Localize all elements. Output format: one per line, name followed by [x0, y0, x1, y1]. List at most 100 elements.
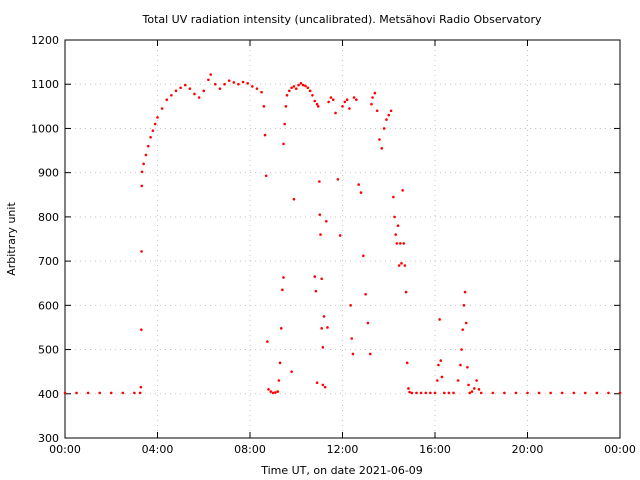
x-tick-label: 12:00	[327, 443, 359, 456]
data-point	[503, 391, 506, 395]
data-point	[315, 381, 319, 385]
data-point	[313, 275, 317, 278]
data-point	[282, 142, 285, 146]
x-tick-label: 16:00	[419, 443, 451, 456]
data-point	[207, 78, 210, 82]
data-point	[537, 391, 541, 395]
y-tick-label: 1100	[31, 78, 59, 91]
data-point	[278, 361, 282, 365]
data-point	[370, 102, 373, 106]
data-point	[227, 79, 231, 82]
data-point	[464, 321, 468, 325]
data-point	[456, 379, 460, 382]
data-point	[319, 233, 322, 236]
data-point	[174, 89, 178, 93]
data-point	[460, 348, 463, 351]
data-point	[139, 385, 143, 389]
data-point	[316, 105, 320, 108]
data-point	[140, 328, 143, 331]
data-point	[473, 387, 476, 390]
data-points	[63, 73, 622, 395]
data-point	[146, 144, 150, 148]
data-point	[491, 391, 495, 395]
data-point	[463, 290, 467, 294]
data-point	[318, 213, 322, 216]
data-point	[357, 183, 360, 186]
data-point	[400, 262, 403, 265]
data-point	[160, 107, 164, 110]
data-point	[86, 391, 90, 395]
data-point	[271, 391, 275, 395]
data-point	[325, 220, 328, 223]
data-point	[138, 391, 142, 395]
data-point	[468, 391, 471, 395]
x-tick-label: 00:00	[604, 443, 636, 456]
data-point	[424, 391, 428, 395]
data-point	[315, 102, 319, 106]
data-point	[338, 234, 342, 237]
data-point	[251, 85, 254, 88]
data-point	[318, 180, 321, 183]
data-point	[285, 93, 289, 97]
data-point	[274, 391, 277, 394]
data-point	[442, 391, 446, 395]
data-point	[403, 264, 407, 267]
data-point	[436, 379, 439, 382]
data-point	[438, 318, 441, 321]
data-point	[419, 391, 423, 395]
y-tick-label: 500	[38, 344, 59, 357]
data-point	[402, 242, 406, 245]
data-point	[362, 254, 365, 258]
data-point	[395, 242, 399, 245]
data-point	[63, 391, 67, 395]
data-point	[140, 250, 143, 253]
data-point	[387, 113, 391, 117]
data-point	[378, 138, 381, 141]
y-tick-label: 900	[38, 167, 59, 180]
data-point	[459, 363, 462, 367]
data-point	[214, 82, 217, 86]
data-point	[433, 391, 437, 395]
data-point	[407, 387, 410, 390]
data-point	[202, 89, 206, 93]
data-point	[314, 289, 318, 293]
data-point	[618, 391, 622, 395]
data-point	[183, 83, 187, 87]
data-point	[404, 290, 408, 294]
grid	[65, 40, 620, 438]
data-point	[263, 133, 267, 137]
data-point	[355, 98, 358, 101]
data-point	[584, 391, 587, 395]
data-point	[156, 116, 159, 119]
data-point	[301, 83, 305, 87]
data-point	[260, 90, 263, 94]
data-point	[336, 178, 340, 181]
data-point	[331, 98, 335, 101]
data-point	[373, 91, 377, 95]
data-point	[218, 87, 222, 90]
data-point	[439, 359, 443, 362]
data-point	[282, 276, 285, 279]
y-tick-label: 300	[38, 432, 59, 445]
data-point	[170, 93, 173, 97]
data-point	[193, 92, 196, 96]
axis-ticks: 00:00 04:00 08:00 12:00 16:00 20:00 00:0030040…	[31, 34, 636, 456]
data-point	[323, 385, 327, 389]
data-point	[290, 370, 293, 373]
data-point	[393, 215, 396, 219]
data-point	[415, 391, 418, 395]
x-axis-label: Time UT, on date 2021-06-09	[260, 464, 423, 477]
data-point	[121, 391, 125, 395]
data-point	[479, 391, 483, 395]
data-point	[326, 326, 329, 329]
data-point	[232, 81, 236, 84]
data-point	[322, 315, 326, 318]
data-point	[549, 391, 552, 395]
data-point	[462, 304, 466, 307]
data-point	[560, 391, 564, 395]
data-point	[368, 352, 372, 356]
data-point	[477, 388, 481, 391]
y-tick-label: 1200	[31, 34, 59, 47]
data-point	[109, 391, 113, 395]
data-point	[320, 277, 323, 281]
